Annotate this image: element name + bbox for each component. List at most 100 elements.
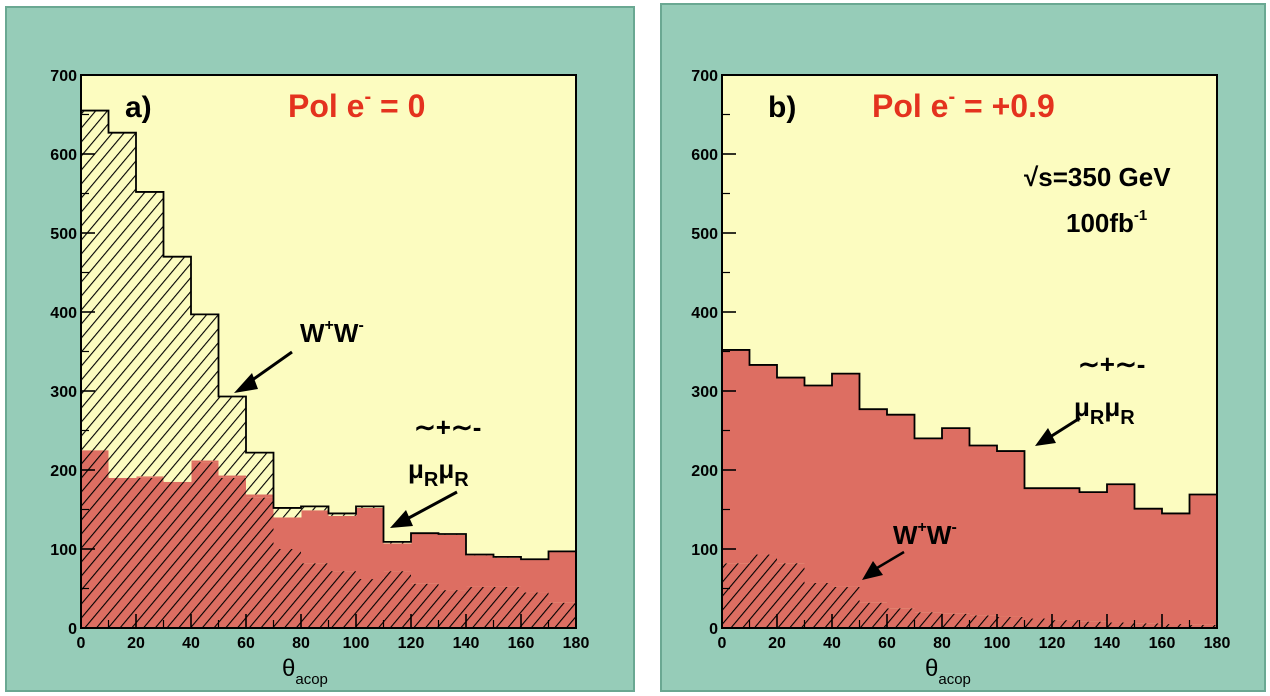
panel-a-bar-hatch-15: [493, 586, 522, 628]
panel-a-y-tick-label: 300: [50, 384, 77, 401]
panel-b-smuon-accents: ∼+∼-: [1078, 349, 1145, 379]
panel-b-bar-filled-3: [804, 385, 833, 583]
panel-b-bar-hatch-14: [1107, 622, 1135, 628]
panel-a-bar-hatch-8: [301, 506, 329, 511]
panel-a-bar-hatch-4: [191, 314, 219, 461]
panel-a-bar-filled-5: [218, 475, 247, 478]
panel-b-x-tick-label: 180: [1204, 635, 1231, 652]
panel-a-bar-hatch-7: [273, 549, 302, 628]
panel-a-bar-filled-15: [493, 557, 522, 587]
panel-a-bar-hatch-8: [301, 563, 329, 628]
panel-a-bar-filled-11: [383, 543, 412, 572]
panel-a-bar-filled-12: [411, 533, 439, 584]
panel-b-polarization: Pol e- = +0.9: [872, 86, 1055, 124]
panel-a-x-tick-label: 100: [343, 635, 370, 652]
panel-a-smuon-accents: ∼+∼-: [414, 412, 481, 442]
panel-a-bar-hatch-2: [136, 477, 164, 628]
panel-b-x-tick-label: 80: [933, 635, 951, 652]
panel-b-y-tick-label: 100: [691, 542, 718, 559]
panel-b-axes: 0 100 200 300 400 500 600 700 0 20 40 60 80 100 120 140…: [691, 68, 1230, 652]
panel-b-bar-hatch-11: [1024, 618, 1053, 628]
panel-b-bars: [721, 349, 1218, 628]
panel-a-bar-hatch-11: [383, 571, 412, 628]
panel-b-bar-filled-9: [969, 445, 998, 616]
panel-a-bar-hatch-4: [191, 462, 219, 628]
panel-b-bar-hatch-8: [942, 613, 970, 628]
panel-b-bar-filled-16: [1162, 513, 1190, 625]
panel-b-bar-filled-17: [1189, 494, 1218, 625]
panel-a-bar-hatch-5: [218, 396, 247, 476]
panel-a-x-tick-label: 40: [182, 635, 200, 652]
panel-a-bars: [80, 109, 577, 628]
panel-b-y-tick-label: 600: [691, 147, 718, 164]
panel-b-bar-filled-7: [914, 438, 943, 613]
panel-a-smuon-arrow: [390, 490, 458, 528]
panel-b-x-tick-label: 20: [768, 635, 786, 652]
panel-b-bar-hatch-6: [887, 608, 915, 628]
panel-a-x-tick-label: 140: [453, 635, 480, 652]
panel-a-bar-hatch-9: [328, 513, 357, 516]
panel-b-label: b): [768, 91, 796, 124]
panel-a-ww-label: W+W-: [300, 317, 364, 348]
panel-a-x-tick-label: 180: [563, 635, 590, 652]
panel-b-bar-hatch-15: [1134, 623, 1163, 628]
panel-a-bar-filled-9: [328, 515, 357, 572]
panel-a-bar-hatch-12: [411, 583, 439, 628]
panel-b-bar-hatch-3: [804, 582, 833, 628]
panel-a-bar-hatch-1: [108, 132, 137, 478]
panel-a-bar-hatch-13: [438, 590, 467, 628]
panel-a-bar-hatch-5: [218, 477, 247, 628]
panel-b-bar-filled-2: [777, 377, 805, 564]
panel-a-total-outline: [80, 109, 576, 628]
panel-a-bar-hatch-14: [466, 586, 494, 628]
panel-a-bar-hatch-1: [108, 477, 137, 628]
panel-a-ww-arrow: [234, 350, 293, 393]
panel-b-total-outline: [721, 349, 1217, 628]
panel-a-bar-hatch-17: [548, 602, 577, 628]
panel-b-bar-hatch-13: [1079, 621, 1108, 628]
panel-b: 0 100 200 300 400 500 600 700 0 20 40 60 80 100 120 140…: [660, 3, 1266, 692]
panel-a-y-tick-label: 100: [50, 542, 77, 559]
panel-a-x-tick-label: 80: [292, 635, 310, 652]
panel-b-smuon-arrow: [1035, 416, 1081, 446]
panel-b-bar-filled-1: [749, 364, 778, 555]
panel-b-x-tick-label: 120: [1039, 635, 1066, 652]
panel-a-bar-hatch-6: [246, 497, 274, 628]
panel-b-x-tick-label: 160: [1149, 635, 1176, 652]
panel-b-y-tick-label: 400: [691, 305, 718, 322]
panel-a-bar-filled-13: [438, 534, 467, 591]
panel-b-y-tick-label: 200: [691, 463, 718, 480]
panel-a-x-tick-label: 20: [127, 635, 145, 652]
panel-b-bar-hatch-7: [914, 612, 943, 628]
panel-b-bar-hatch-12: [1052, 620, 1080, 628]
panel-a-bar-hatch-0: [81, 110, 109, 451]
panel-b-bar-hatch-10: [997, 616, 1025, 628]
panel-a-polarization: Pol e- = 0: [288, 86, 425, 124]
panel-a-y-tick-label: 500: [50, 226, 77, 243]
panel-b-ww-arrow: [862, 550, 905, 580]
panel-b-bar-hatch-17: [1189, 624, 1218, 628]
panel-a-bar-hatch-9: [328, 571, 357, 628]
panel-a-y-tick-label: 600: [50, 147, 77, 164]
panel-a: 0 100 200 300 400 500 600 700 0 20 40 60 80 100 120 140…: [5, 6, 635, 692]
panel-b-y-tick-label: 0: [709, 621, 718, 638]
panel-a-label: a): [125, 91, 152, 124]
panel-a-bar-hatch-16: [521, 592, 549, 628]
panel-a-bar-filled-6: [246, 494, 274, 498]
panel-a-y-tick-label: 700: [50, 68, 77, 85]
panel-a-y-tick-label: 400: [50, 305, 77, 322]
panel-b-x-axis-label: θacop: [925, 655, 971, 688]
panel-a-bar-filled-10: [356, 507, 384, 580]
panel-b-bar-filled-10: [997, 451, 1025, 617]
panel-b-bar-hatch-4: [832, 586, 860, 628]
panel-b-bar-filled-0: [722, 349, 750, 564]
panel-a-bar-hatch-10: [356, 579, 384, 628]
panel-b-bar-hatch-2: [777, 563, 805, 628]
panel-a-x-tick-label: 60: [237, 635, 255, 652]
panel-b-y-tick-label: 300: [691, 384, 718, 401]
panel-a-y-tick-label: 0: [68, 621, 77, 638]
panel-b-bar-hatch-1: [749, 554, 778, 628]
panel-b-bar-hatch-16: [1162, 624, 1190, 628]
panel-a-bar-hatch-0: [81, 450, 109, 628]
panel-b-bar-filled-8: [942, 428, 970, 614]
